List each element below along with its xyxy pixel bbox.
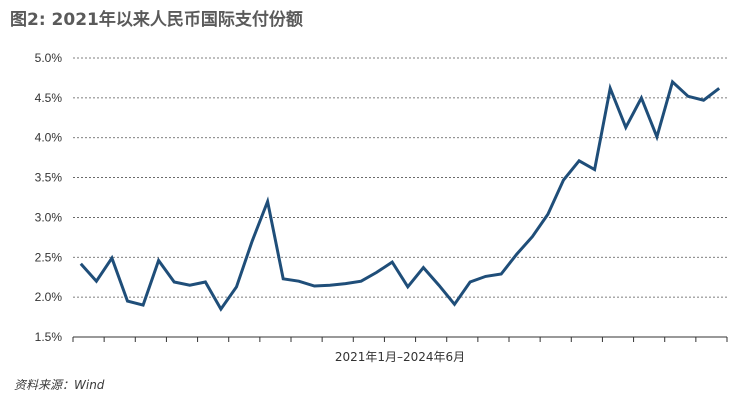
y-tick-label: 2.0% bbox=[35, 290, 63, 304]
source-note: 资料来源：Wind bbox=[14, 378, 105, 392]
y-tick-label: 4.5% bbox=[35, 91, 63, 105]
y-tick-labels: 1.5% 2.0% 2.5% 3.0% 3.5% 4.0% 4.5% 5.0% bbox=[35, 51, 63, 344]
y-tick-label: 1.5% bbox=[35, 330, 63, 344]
x-axis-label: 2021年1月–2024年6月 bbox=[335, 350, 465, 364]
data-series bbox=[79, 79, 721, 312]
chart-title: 图2: 2021年以来人民币国际支付份额 bbox=[10, 10, 303, 30]
series-line bbox=[79, 79, 721, 312]
y-tick-label: 5.0% bbox=[35, 51, 63, 65]
y-tick-label: 3.0% bbox=[35, 210, 63, 224]
y-tick-label: 4.0% bbox=[35, 131, 63, 145]
y-tick-label: 2.5% bbox=[35, 250, 63, 264]
y-tick-label: 3.5% bbox=[35, 171, 63, 185]
grid-lines bbox=[73, 57, 727, 298]
x-axis bbox=[72, 336, 728, 342]
